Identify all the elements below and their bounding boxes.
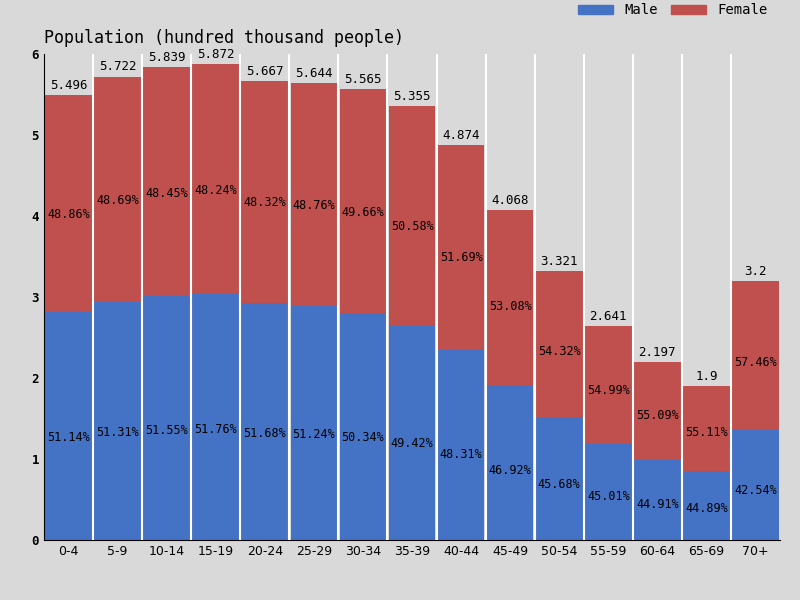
Text: 42.54%: 42.54%: [734, 484, 777, 497]
Text: 48.31%: 48.31%: [440, 448, 482, 461]
Bar: [242, 81, 288, 303]
Bar: [438, 145, 484, 349]
Bar: [193, 294, 239, 540]
Text: 51.24%: 51.24%: [293, 428, 335, 441]
Text: Population (hundred thousand people): Population (hundred thousand people): [44, 29, 404, 47]
Bar: [143, 296, 190, 540]
Text: 48.69%: 48.69%: [96, 194, 139, 207]
Bar: [634, 460, 681, 540]
Text: 49.66%: 49.66%: [342, 206, 384, 219]
Bar: [242, 303, 288, 540]
Bar: [536, 271, 582, 417]
Text: 48.24%: 48.24%: [194, 184, 237, 197]
Bar: [487, 385, 534, 540]
Bar: [143, 67, 190, 296]
Text: 44.91%: 44.91%: [636, 497, 678, 511]
Text: 51.55%: 51.55%: [146, 424, 188, 437]
Text: 51.14%: 51.14%: [47, 431, 90, 444]
Text: 44.89%: 44.89%: [685, 502, 728, 515]
Text: 5.872: 5.872: [197, 48, 234, 61]
Text: 54.32%: 54.32%: [538, 345, 581, 358]
Text: 54.99%: 54.99%: [587, 384, 630, 397]
Bar: [438, 349, 484, 540]
Bar: [94, 302, 141, 540]
Bar: [487, 211, 534, 385]
Bar: [46, 95, 92, 313]
Text: 57.46%: 57.46%: [734, 356, 777, 369]
Bar: [46, 313, 92, 540]
Bar: [193, 64, 239, 294]
Bar: [683, 471, 730, 540]
Text: 2.641: 2.641: [590, 310, 627, 323]
Text: 5.355: 5.355: [394, 90, 430, 103]
Text: 1.9: 1.9: [695, 370, 718, 383]
Text: 51.68%: 51.68%: [243, 427, 286, 440]
Text: 51.69%: 51.69%: [440, 251, 482, 264]
Text: 4.874: 4.874: [442, 129, 480, 142]
Bar: [340, 313, 386, 540]
Text: 3.2: 3.2: [744, 265, 766, 278]
Text: 51.31%: 51.31%: [96, 427, 139, 439]
Text: 50.58%: 50.58%: [390, 220, 434, 233]
Bar: [340, 89, 386, 313]
Bar: [290, 306, 337, 540]
Bar: [585, 326, 631, 444]
Text: 48.76%: 48.76%: [293, 199, 335, 212]
Bar: [389, 326, 435, 540]
Text: 53.08%: 53.08%: [489, 300, 531, 313]
Bar: [389, 106, 435, 326]
Bar: [732, 281, 778, 430]
Text: 3.321: 3.321: [541, 255, 578, 268]
Bar: [536, 417, 582, 540]
Text: 5.644: 5.644: [295, 67, 333, 80]
Text: 48.32%: 48.32%: [243, 196, 286, 209]
Text: 50.34%: 50.34%: [342, 431, 384, 445]
Bar: [683, 386, 730, 471]
Legend: Male, Female: Male, Female: [573, 0, 773, 23]
Text: 48.45%: 48.45%: [146, 187, 188, 200]
Bar: [290, 83, 337, 306]
Text: 2.197: 2.197: [638, 346, 676, 359]
Bar: [634, 362, 681, 460]
Text: 55.11%: 55.11%: [685, 426, 728, 439]
Text: 45.01%: 45.01%: [587, 490, 630, 503]
Text: 5.496: 5.496: [50, 79, 87, 92]
Text: 46.92%: 46.92%: [489, 464, 531, 477]
Bar: [585, 444, 631, 540]
Text: 51.76%: 51.76%: [194, 423, 237, 436]
Bar: [732, 430, 778, 540]
Text: 5.667: 5.667: [246, 65, 283, 78]
Text: 4.068: 4.068: [491, 194, 529, 207]
Text: 55.09%: 55.09%: [636, 409, 678, 422]
Text: 5.839: 5.839: [148, 51, 186, 64]
Text: 48.86%: 48.86%: [47, 208, 90, 221]
Text: 5.722: 5.722: [99, 60, 136, 73]
Bar: [94, 77, 141, 302]
Text: 5.565: 5.565: [344, 73, 382, 86]
Text: 49.42%: 49.42%: [390, 437, 434, 450]
Text: 45.68%: 45.68%: [538, 478, 581, 491]
